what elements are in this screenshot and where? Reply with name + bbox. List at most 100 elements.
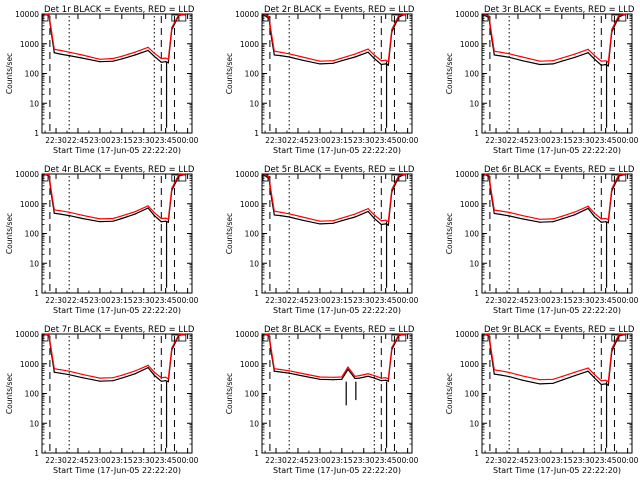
series-line-lld (484, 333, 626, 383)
y-tick-label: 10000 (15, 330, 39, 339)
data-point-events (59, 372, 62, 374)
data-point-lld (51, 351, 53, 353)
data-point-events (53, 371, 55, 373)
data-point-lld (332, 376, 334, 378)
data-point-events (493, 54, 495, 56)
data-point-lld (611, 348, 613, 350)
data-point-lld (59, 49, 62, 51)
data-point-lld (607, 381, 609, 383)
y-axis-label: Counts/sec (225, 373, 234, 414)
y-tick-label: 1 (474, 289, 479, 298)
y-tick-label: 10000 (15, 170, 39, 179)
chart-title: Det 3r BLACK = Events, RED = LLD (484, 5, 635, 15)
series-line-lld (484, 13, 627, 64)
y-axis-label: Counts/sec (5, 213, 14, 254)
data-point-lld (552, 218, 554, 220)
data-point-lld (405, 13, 407, 15)
data-point-lld (264, 174, 266, 176)
data-point-events (373, 57, 375, 60)
data-point-lld (288, 370, 290, 372)
x-tick-label: 23:30 (353, 296, 375, 305)
data-point-lld (593, 212, 595, 214)
y-axis-label: Counts/sec (445, 53, 454, 94)
plot-frame (261, 173, 413, 294)
data-point-lld (121, 215, 123, 217)
data-point-lld (112, 57, 114, 60)
data-point-lld (539, 379, 541, 381)
x-tick-label: 23:30 (353, 456, 375, 465)
data-point-lld (385, 59, 387, 61)
data-point-lld (539, 60, 541, 62)
data-point-lld (178, 174, 180, 176)
y-tick-label: 100 (465, 230, 480, 239)
data-point-events (539, 221, 541, 223)
data-point-events (380, 223, 382, 226)
data-point-lld (264, 14, 266, 16)
plot-frame (261, 13, 413, 134)
data-point-lld (354, 375, 356, 377)
data-point-lld (53, 48, 55, 50)
data-point-lld (367, 208, 369, 210)
data-point-events (354, 377, 356, 380)
data-point-events (153, 374, 155, 376)
data-point-events (147, 207, 149, 209)
data-point-lld (574, 371, 576, 373)
data-point-events (134, 213, 136, 215)
data-point-events (499, 55, 502, 57)
x-tick-label: 23:00 (529, 456, 551, 465)
data-point-lld (48, 174, 50, 176)
x-tick-label: 23:00 (529, 296, 551, 305)
data-point-lld (398, 14, 400, 16)
y-tick-label: 100 (25, 390, 40, 399)
chart-panel-det-2r: Det 2r BLACK = Events, RED = LLD 1 10 100 10… (225, 5, 419, 155)
data-point-events (81, 57, 83, 59)
data-point-events (332, 379, 334, 381)
data-point-lld (600, 380, 602, 382)
y-tick-label: 1000 (20, 200, 39, 209)
chart-title: Det 8r BLACK = Events, RED = LLD (264, 325, 415, 335)
data-point-lld (607, 219, 609, 221)
data-point-lld (605, 60, 607, 62)
data-point-lld (48, 334, 50, 336)
chart-panel-det-4r: Det 4r BLACK = Events, RED = LLD 1 10 100 10… (5, 165, 199, 315)
y-tick-label: 10000 (455, 10, 479, 19)
x-tick-label: 23:15 (331, 456, 353, 465)
saa-marker-box (42, 14, 49, 22)
data-point-lld (147, 46, 149, 48)
x-axis-label: Start Time (17-Jun-05 22:22:20) (493, 146, 621, 155)
data-point-events (367, 210, 369, 213)
x-axis-label: Start Time (17-Jun-05 22:22:20) (53, 306, 181, 315)
plot-frame (481, 173, 633, 294)
data-point-lld (508, 211, 510, 214)
data-point-events (587, 52, 589, 54)
data-point-events (112, 380, 114, 382)
data-point-lld (112, 217, 114, 220)
data-point-events (53, 52, 55, 54)
y-tick-label: 10000 (455, 170, 479, 179)
chart-panel-det-5r: Det 5r BLACK = Events, RED = LLD 1 10 100 10… (225, 165, 419, 315)
y-tick-label: 10 (249, 419, 259, 428)
data-point-lld (48, 14, 50, 16)
x-tick-label: 22:30 (45, 296, 67, 305)
data-point-lld (347, 366, 349, 368)
data-point-events (288, 372, 290, 374)
y-tick-label: 1 (474, 129, 479, 138)
y-tick-label: 1000 (240, 360, 259, 369)
data-point-lld (358, 374, 360, 377)
data-point-events (319, 223, 321, 225)
data-point-events (160, 61, 162, 63)
y-axis-label: Counts/sec (225, 213, 234, 254)
data-point-lld (332, 60, 334, 62)
data-point-events (332, 222, 334, 224)
data-point-lld (618, 334, 620, 336)
y-tick-label: 10000 (235, 10, 259, 19)
y-tick-label: 10000 (455, 330, 479, 339)
x-tick-label: 23:00 (309, 296, 331, 305)
x-tick-label: 22:45 (507, 136, 529, 145)
y-tick-label: 1 (34, 129, 39, 138)
x-tick-label: 23:45 (375, 296, 397, 305)
data-point-lld (600, 60, 602, 62)
data-point-lld (605, 217, 607, 220)
y-tick-label: 1 (254, 449, 259, 458)
data-point-events (347, 368, 349, 370)
